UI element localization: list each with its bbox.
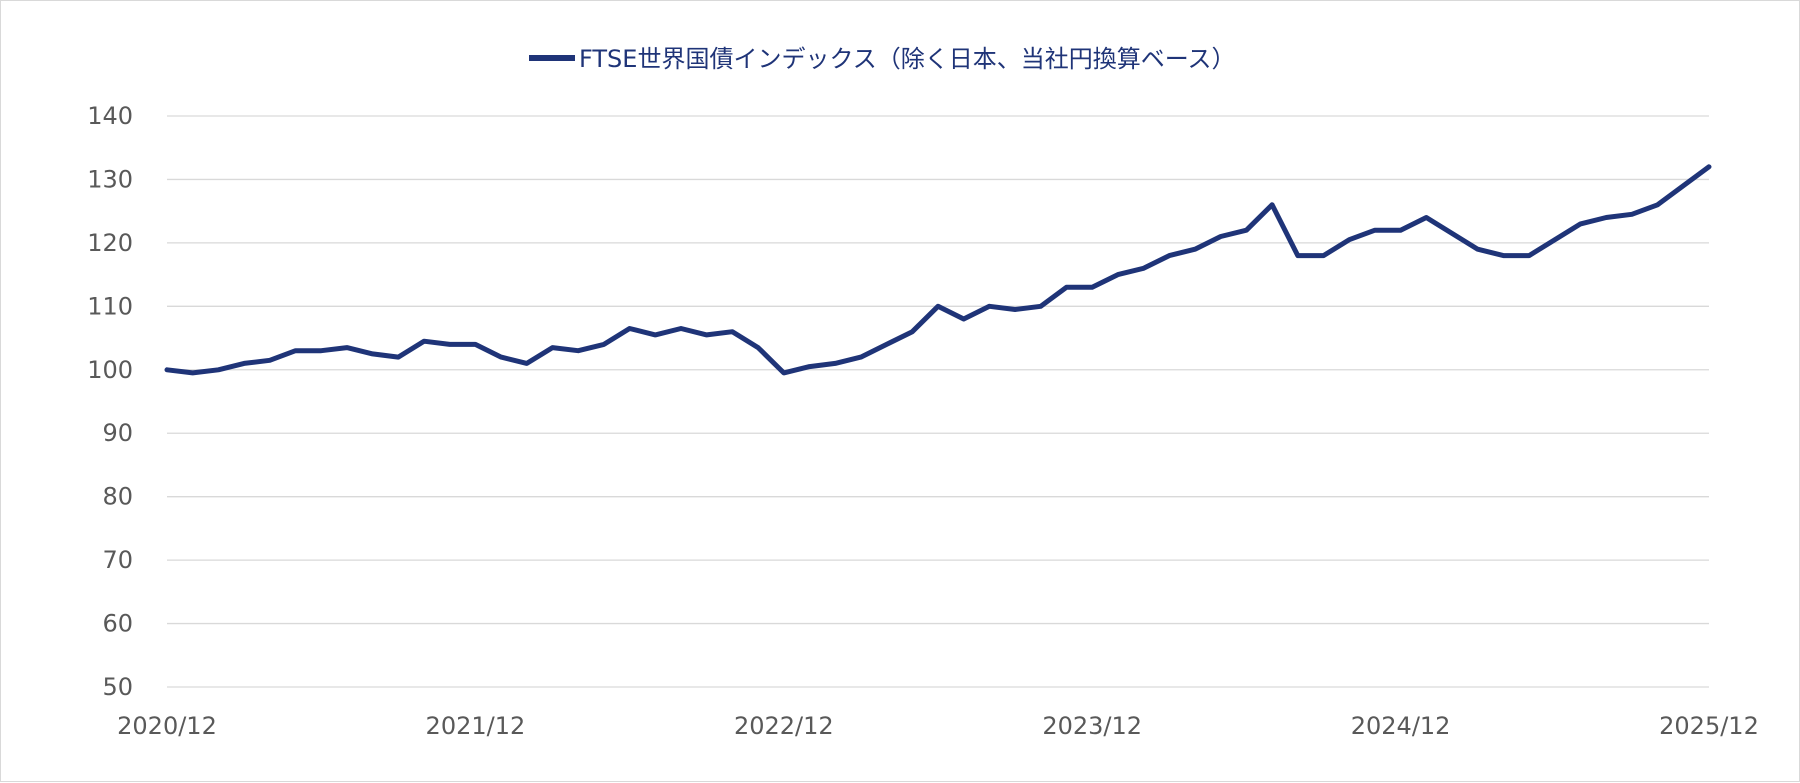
- y-tick-label: 140: [87, 102, 133, 130]
- x-tick-label: 2025/12: [1659, 712, 1759, 740]
- y-tick-label: 50: [102, 673, 133, 701]
- series-lines: [164, 164, 1712, 376]
- y-tick-label: 70: [102, 546, 133, 574]
- y-tick-label: 130: [87, 165, 133, 193]
- x-tick-label: 2020/12: [117, 712, 217, 740]
- y-tick-label: 120: [87, 229, 133, 257]
- y-axis-tick-labels: 140 130 120 110 100 90 80 70 60 50: [87, 102, 133, 701]
- y-tick-label: 100: [87, 356, 133, 384]
- legend: FTSE世界国債インデックス（除く日本、当社円換算ベース）: [529, 45, 1236, 73]
- x-tick-label: 2023/12: [1042, 712, 1142, 740]
- y-tick-label: 60: [102, 610, 133, 638]
- x-axis-tick-labels: 2020/12 2021/12 2022/12 2023/12 2024/12 2025/…: [117, 712, 1759, 740]
- legend-label: FTSE世界国債インデックス（除く日本、当社円換算ベース）: [579, 45, 1236, 73]
- x-tick-label: 2022/12: [734, 712, 834, 740]
- x-tick-label: 2024/12: [1351, 712, 1451, 740]
- gridlines: [167, 115, 1709, 688]
- y-tick-label: 90: [102, 419, 133, 447]
- y-tick-label: 80: [102, 483, 133, 511]
- y-tick-label: 110: [87, 292, 133, 320]
- series-line-0: [164, 164, 1712, 376]
- x-tick-label: 2021/12: [426, 712, 526, 740]
